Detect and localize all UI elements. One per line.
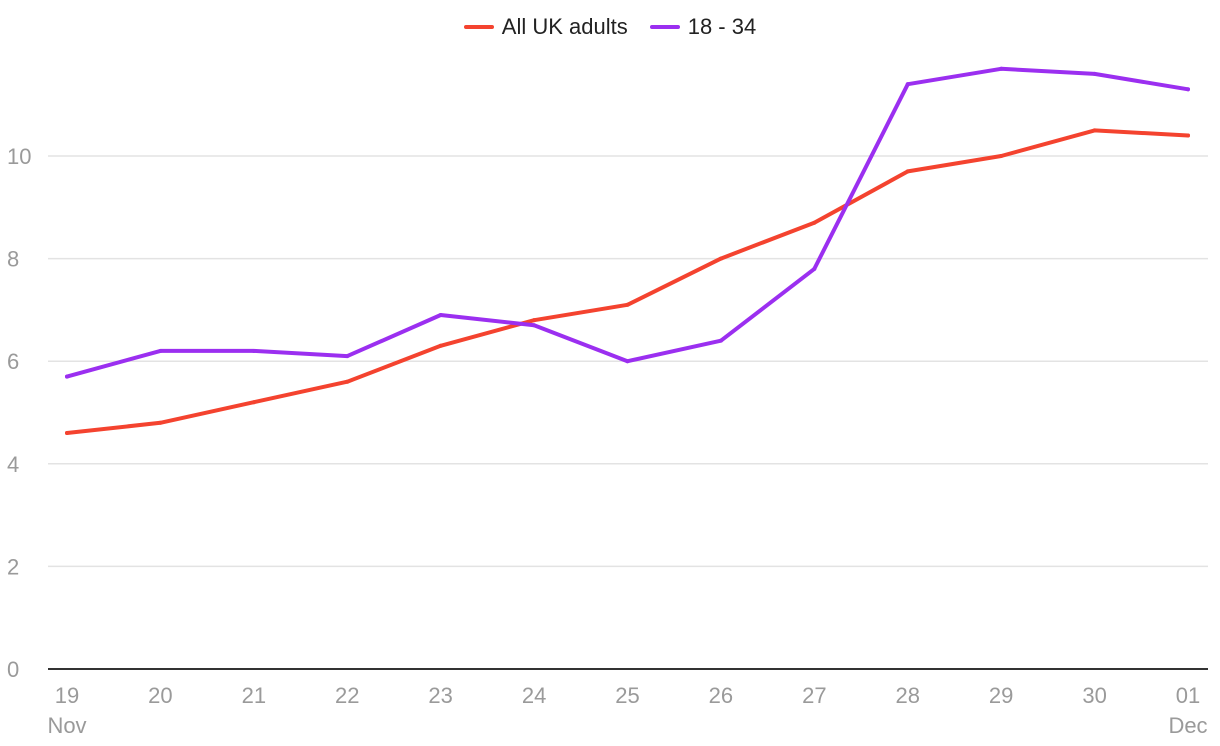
- x-tick-label-20: 20: [148, 683, 172, 708]
- data-point-all-uk-adults-27: [812, 220, 817, 225]
- data-point-18-34-01: [1186, 87, 1190, 92]
- data-point-all-uk-adults-29: [999, 154, 1004, 158]
- data-point-18-34-20: [158, 348, 163, 353]
- data-point-all-uk-adults-23: [438, 343, 443, 348]
- data-point-18-34-29: [999, 66, 1004, 71]
- series-line-18-34: [65, 66, 1190, 379]
- x-tick-label-19: 19: [55, 683, 79, 708]
- y-tick-label-2: 2: [7, 554, 19, 579]
- x-tick-label-24: 24: [522, 683, 546, 708]
- y-tick-label-0: 0: [7, 657, 19, 682]
- x-tick-label-29: 29: [989, 683, 1013, 708]
- data-point-18-34-25: [625, 359, 630, 364]
- data-point-18-34-28: [905, 82, 910, 87]
- x-tick-sublabel-dec: Dec: [1168, 713, 1207, 738]
- legend-swatch-all-uk-adults: [463, 25, 494, 29]
- data-point-all-uk-adults-22: [345, 379, 350, 384]
- data-point-18-34-19: [65, 374, 69, 379]
- x-tick-label-21: 21: [242, 683, 266, 708]
- x-tick-label-28: 28: [896, 683, 920, 708]
- data-point-18-34-22: [345, 354, 350, 359]
- data-point-all-uk-adults-26: [718, 256, 723, 261]
- data-point-all-uk-adults-28: [905, 169, 910, 174]
- data-point-all-uk-adults-01: [1186, 133, 1190, 138]
- legend-item-all-uk-adults: All UK adults: [463, 14, 628, 40]
- x-tick-sublabel-nov: Nov: [47, 713, 86, 738]
- data-point-18-34-24: [532, 323, 537, 328]
- data-point-18-34-21: [251, 348, 256, 353]
- y-tick-label-8: 8: [7, 247, 19, 272]
- x-tick-label-23: 23: [428, 683, 452, 708]
- legend-swatch-18-34: [649, 25, 680, 29]
- legend-label-all-uk-adults: All UK adults: [501, 14, 628, 39]
- legend-item-18-34: 18 - 34: [649, 14, 757, 40]
- x-tick-label-27: 27: [802, 683, 826, 708]
- data-point-18-34-23: [438, 313, 443, 318]
- data-point-18-34-27: [812, 266, 817, 271]
- data-point-all-uk-adults-19: [65, 431, 69, 436]
- data-point-all-uk-adults-24: [532, 318, 537, 323]
- data-point-all-uk-adults-20: [158, 420, 163, 425]
- y-tick-label-4: 4: [7, 452, 19, 477]
- x-tick-label-22: 22: [335, 683, 359, 708]
- chart-legend: All UK adults 18 - 34: [0, 14, 1220, 40]
- data-point-all-uk-adults-25: [625, 302, 630, 307]
- series-line-all-uk-adults: [65, 128, 1190, 435]
- data-point-all-uk-adults-30: [1092, 128, 1097, 133]
- x-tick-label-30: 30: [1082, 683, 1106, 708]
- x-tick-label-26: 26: [709, 683, 733, 708]
- y-tick-label-10: 10: [7, 144, 31, 169]
- data-point-18-34-26: [718, 338, 723, 343]
- x-tick-label-01: 01: [1176, 683, 1200, 708]
- x-tick-label-25: 25: [615, 683, 639, 708]
- legend-label-18-34: 18 - 34: [687, 14, 757, 39]
- data-point-18-34-30: [1092, 71, 1097, 76]
- data-point-all-uk-adults-21: [251, 400, 256, 405]
- y-tick-label-6: 6: [7, 349, 19, 374]
